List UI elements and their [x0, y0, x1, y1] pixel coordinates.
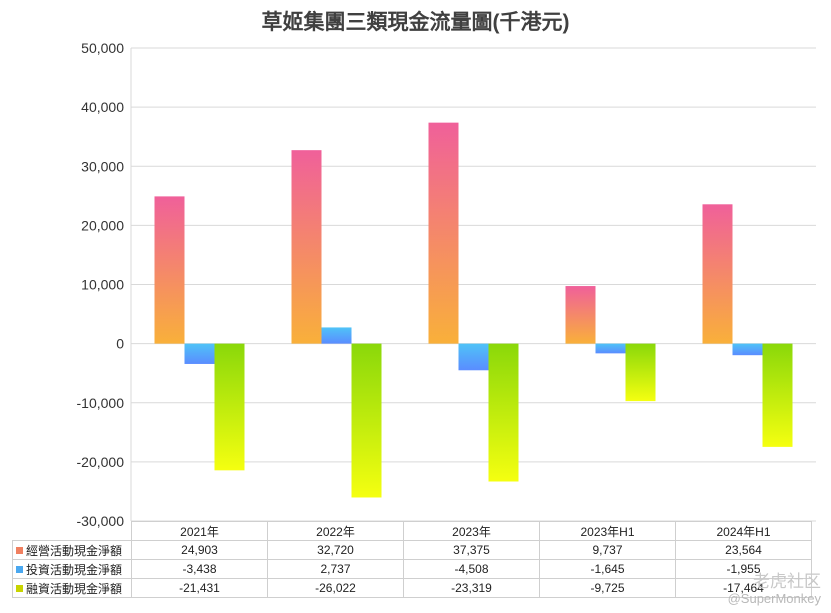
y-tick-label: 10,000: [81, 277, 124, 293]
data-label: 32,720: [267, 540, 404, 560]
bar-1-4: [732, 343, 763, 356]
data-label: 9,737: [539, 540, 676, 560]
data-label: -21,431: [131, 578, 268, 598]
legend-swatch: [16, 546, 23, 554]
bar-2-0: [214, 343, 245, 471]
data-label: -9,725: [539, 578, 676, 598]
y-tick-label: 0: [116, 336, 124, 352]
data-label: 37,375: [403, 540, 540, 560]
watermark-brand: 老虎社区: [753, 572, 821, 591]
category-label: 2024年H1: [675, 521, 812, 541]
bar-0-0: [154, 196, 185, 344]
legend-swatch: [16, 584, 23, 592]
y-tick-label: -10,000: [77, 395, 125, 411]
data-table: 2021年 2022年 2023年 2023年H1 2024年H1 經營活動現金淨額 24,…: [12, 521, 812, 598]
y-tick-label: 30,000: [81, 158, 124, 174]
category-label: 2023年: [403, 521, 540, 541]
bar-1-3: [595, 343, 626, 354]
y-tick-label: 40,000: [81, 99, 124, 115]
y-axis: 50,000 40,000 30,000 20,000 10,000 0 -10,000 -2…: [77, 40, 125, 529]
data-label: -3,438: [131, 559, 268, 579]
category-label: 2023年H1: [539, 521, 676, 541]
table-header-row: 2021年 2022年 2023年 2023年H1 2024年H1: [12, 521, 812, 541]
bar-0-2: [428, 122, 459, 344]
bar-0-3: [565, 286, 596, 344]
bar-1-2: [458, 343, 489, 371]
data-label: 2,737: [267, 559, 404, 579]
series-name: 經營活動現金淨額: [12, 540, 132, 560]
series-name: 融資活動現金淨額: [12, 578, 132, 598]
data-label: -4,508: [403, 559, 540, 579]
series-name: 投資活動現金淨額: [12, 559, 132, 579]
table-corner: [12, 521, 132, 541]
bar-1-1: [321, 327, 352, 344]
y-tick-label: -20,000: [77, 454, 125, 470]
y-tick-label: 20,000: [81, 217, 124, 233]
bar-2-1: [351, 343, 382, 498]
bar-2-2: [488, 343, 519, 482]
table-row: 融資活動現金淨額 -21,431 -26,022 -23,319 -9,725 -17,4…: [12, 578, 812, 598]
data-label: -17,464: [675, 578, 812, 598]
bar-2-3: [625, 343, 656, 402]
bar-1-0: [184, 343, 215, 364]
data-label: -23,319: [403, 578, 540, 598]
bar-0-4: [702, 204, 733, 344]
category-label: 2022年: [267, 521, 404, 541]
watermark-user: @SuperMonkey: [727, 591, 821, 606]
bars: [154, 122, 793, 498]
bar-0-1: [291, 150, 322, 344]
data-label: 23,564: [675, 540, 812, 560]
category-label: 2021年: [131, 521, 268, 541]
data-label: -26,022: [267, 578, 404, 598]
data-label: -1,645: [539, 559, 676, 579]
y-tick-label: 50,000: [81, 40, 124, 56]
watermark: 老虎社区 @SuperMonkey: [728, 573, 821, 607]
data-label: 24,903: [131, 540, 268, 560]
table-row: 投資活動現金淨額 -3,438 2,737 -4,508 -1,645 -1,955: [12, 559, 812, 579]
table-row: 經營活動現金淨額 24,903 32,720 37,375 9,737 23,564: [12, 540, 812, 560]
legend-swatch: [16, 565, 23, 573]
bar-2-4: [762, 343, 793, 447]
chart-title: 草姬集團三類現金流量圖(千港元): [261, 11, 570, 34]
